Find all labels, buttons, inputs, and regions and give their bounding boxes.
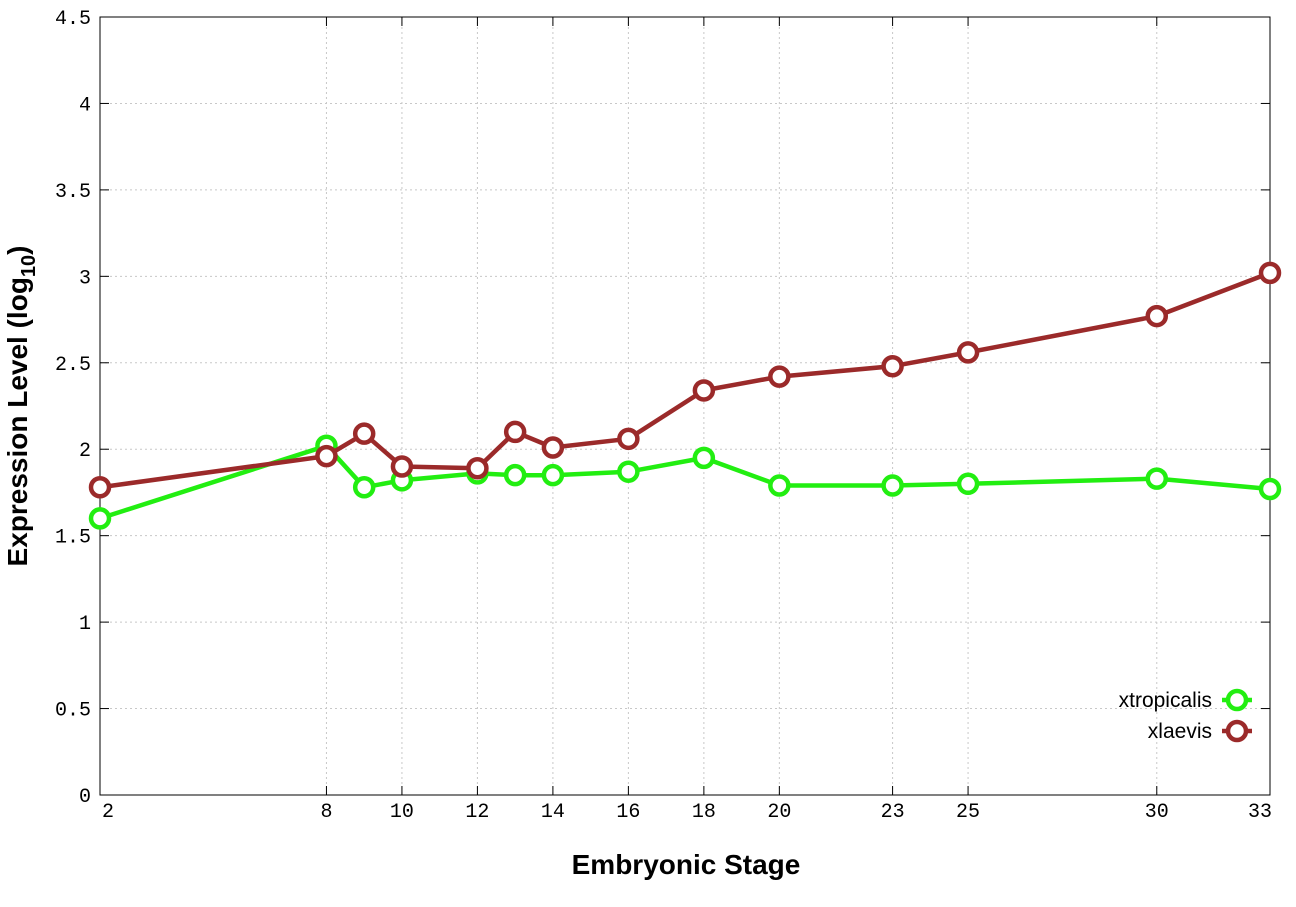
data-point-xlaevis	[88, 476, 112, 499]
y-tick-label: 1	[79, 613, 91, 636]
x-tick-label: 30	[1145, 801, 1169, 824]
data-series	[88, 261, 1282, 530]
legend-label: xlaevis	[1148, 720, 1212, 743]
grid-lines	[100, 17, 1270, 795]
x-tick-label: 10	[390, 801, 414, 824]
series-xtropicalis	[88, 434, 1282, 530]
data-point-xtropicalis	[1258, 477, 1282, 501]
series-line-xtropicalis	[99, 443, 1271, 521]
data-point-xlaevis	[315, 444, 338, 468]
data-point-xlaevis	[352, 422, 376, 445]
data-point-xtropicalis	[617, 460, 640, 483]
y-tick-label: 1.5	[55, 527, 91, 550]
data-point-xlaevis	[956, 341, 980, 364]
x-tick-label: 23	[881, 801, 905, 824]
data-point-xlaevis	[881, 354, 904, 378]
data-point-xlaevis	[692, 379, 716, 402]
legend-swatch-marker	[1225, 688, 1249, 712]
y-tick-label: 4	[79, 94, 91, 117]
legend-label: xtropicalis	[1119, 689, 1212, 712]
data-point-xtropicalis	[541, 463, 565, 487]
y-axis-title: Expression Level (log10)	[2, 246, 40, 567]
x-tick-label: 12	[465, 801, 489, 824]
legend-swatch-marker	[1225, 719, 1249, 743]
data-point-xlaevis	[617, 427, 640, 451]
data-point-xlaevis	[503, 420, 527, 444]
y-tick-label: 3.5	[55, 181, 91, 204]
data-point-xtropicalis	[956, 472, 980, 496]
y-tick-label: 2.5	[55, 354, 91, 377]
x-tick-label: 8	[320, 801, 332, 824]
y-tick-label: 2	[79, 440, 91, 463]
y-tick-label: 3	[79, 267, 91, 290]
data-point-xtropicalis	[88, 507, 112, 530]
x-tick-label: 33	[1248, 801, 1272, 824]
y-tick-label: 0	[79, 786, 91, 809]
plot-axes	[99, 16, 1271, 796]
data-point-xtropicalis	[881, 474, 904, 497]
data-point-xtropicalis	[503, 463, 527, 487]
legend: xtropicalis xlaevis	[1119, 688, 1252, 743]
series-xlaevis	[88, 261, 1282, 499]
data-point-xtropicalis	[768, 474, 791, 497]
legend-entry-xlaevis: xlaevis	[1148, 719, 1252, 743]
data-point-xlaevis	[541, 436, 565, 459]
x-tick-label: 2	[102, 801, 114, 824]
data-point-xlaevis	[1258, 261, 1282, 285]
data-point-xtropicalis	[1145, 467, 1169, 490]
data-point-xlaevis	[390, 455, 414, 478]
tick-labels: 0 0.5 1 1.5 2 2.5 3 3.5 4 4.5 2 8 10 12 14 16 18 20 23 25 30…	[55, 8, 1272, 824]
data-point-xlaevis	[768, 365, 791, 388]
data-point-xtropicalis	[692, 446, 716, 470]
x-tick-label: 16	[616, 801, 640, 824]
series-line-xlaevis	[99, 270, 1271, 490]
data-point-xlaevis	[1145, 304, 1169, 328]
legend-entry-xtropicalis: xtropicalis	[1119, 688, 1252, 712]
plot-border	[99, 16, 1271, 796]
x-axis-title: Embryonic Stage	[572, 849, 801, 880]
x-tick-label: 14	[541, 801, 565, 824]
x-tick-label: 18	[692, 801, 716, 824]
y-tick-label: 0.5	[55, 700, 91, 723]
x-tick-label: 25	[956, 801, 980, 824]
y-tick-label: 4.5	[55, 8, 91, 31]
data-point-xlaevis	[466, 456, 489, 480]
x-tick-label: 20	[767, 801, 791, 824]
data-point-xtropicalis	[352, 476, 376, 499]
